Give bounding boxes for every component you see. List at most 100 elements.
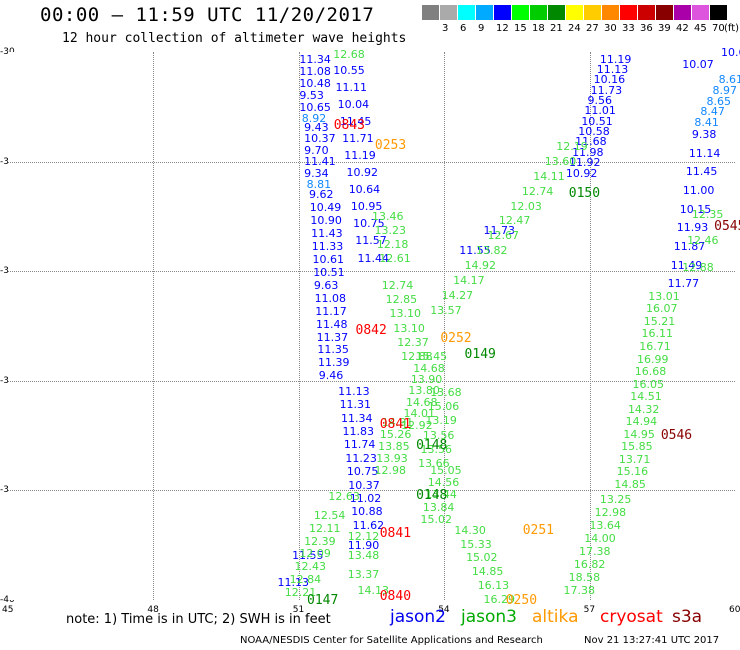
wave-height-value: 14.27 <box>441 288 474 302</box>
longitude-label: 48 <box>147 605 159 615</box>
wave-height-value: 11.48 <box>315 317 348 331</box>
wave-height-value: 12.54 <box>313 509 346 523</box>
wave-height-value: 12.11 <box>309 521 341 535</box>
pass-time-label: 0251 <box>522 522 555 538</box>
wave-height-value: 16.99 <box>636 352 669 366</box>
legend-label: 21 <box>550 23 563 34</box>
wave-height-value: 13.01 <box>648 289 680 303</box>
legend-label: 9 <box>478 23 485 34</box>
wave-height-value: 11.39 <box>318 356 350 370</box>
wave-height-value: 12.61 <box>379 251 411 265</box>
wave-height-value: 12.39 <box>304 534 336 548</box>
wave-height-value: 14.92 <box>464 259 497 273</box>
wave-height-value: 15.21 <box>643 314 676 328</box>
legend-unit: (ft) <box>724 23 740 34</box>
longitude-label: 54 <box>438 605 450 615</box>
page-title: 00:00 – 11:59 UTC 11/20/2017 <box>40 4 375 26</box>
wave-height-value: 13.90 <box>410 372 443 386</box>
wave-height-value: 11.77 <box>667 277 700 291</box>
wave-height-value: 14.01 <box>403 407 436 421</box>
wave-height-value: 11.17 <box>315 304 347 318</box>
wave-height-value: 11.34 <box>341 411 373 425</box>
wave-height-value: 11.71 <box>342 132 374 146</box>
wave-height-value: 12.68 <box>333 47 365 61</box>
pass-time-label: 0841 <box>379 526 412 542</box>
wave-height-value: 12.09 <box>299 547 331 561</box>
wave-height-value: 10.58 <box>578 125 610 139</box>
longitude-label: 60 <box>729 605 740 615</box>
wave-height-value: 11.34 <box>299 52 331 66</box>
wave-height-value: 11.01 <box>584 104 616 118</box>
wave-height-value: 14.13 <box>357 584 390 598</box>
wave-height-value: 14.91 <box>381 415 414 429</box>
wave-height-value: 10.37 <box>304 132 336 146</box>
wave-height-value: 13.82 <box>476 244 508 258</box>
wave-height-value: 9.43 <box>304 121 329 135</box>
wave-height-value: 12.67 <box>487 229 519 243</box>
wave-height-value: 11.19 <box>599 52 632 66</box>
grid-parallel <box>8 271 735 273</box>
wave-height-value: 13.48 <box>347 549 380 563</box>
wave-height-value: 14.51 <box>630 390 662 404</box>
pass-time-label: 0546 <box>660 427 693 443</box>
wave-height-value: 15.16 <box>616 465 649 479</box>
pass-time-label: 0150 <box>568 186 601 202</box>
wave-height-value: 12.35 <box>691 207 724 221</box>
latitude-label: -32 <box>0 157 15 167</box>
legend-label: 30 <box>604 23 617 34</box>
wave-height-value: 11.55 <box>292 549 324 563</box>
wave-height-value: 16.29 <box>483 592 516 606</box>
wave-height-value: 11.13 <box>338 384 370 398</box>
wave-height-value: 10.90 <box>310 214 342 228</box>
grid-parallel <box>8 380 735 382</box>
wave-height-value: 13.56 <box>420 442 453 456</box>
wave-height-value: 11.35 <box>317 343 349 357</box>
wave-height-value: 13.68 <box>430 385 462 399</box>
longitude-label: 45 <box>2 605 14 615</box>
wave-height-value: 11.00 <box>682 184 715 198</box>
legend-swatch <box>530 5 548 20</box>
wave-height-value: 8.81 <box>306 177 332 191</box>
wave-height-value: 10.51 <box>313 265 345 279</box>
wave-height-value: 12.88 <box>401 350 433 364</box>
wave-height-value: 10.55 <box>333 64 365 78</box>
wave-height-value: 15.85 <box>621 440 653 454</box>
wave-height-value: 11.41 <box>304 155 336 169</box>
legend-swatch <box>494 5 512 20</box>
wave-height-map: 11.34 11.08 10.48 9.53 10.65 8.92 9.43 10.37 9.7… <box>8 47 740 608</box>
wave-height-value: 14.94 <box>625 415 658 429</box>
legend-label: 27 <box>586 23 599 34</box>
wave-height-value: 12.18 <box>376 237 409 251</box>
wave-height-value: 16.82 <box>573 557 606 571</box>
wave-height-value: 13.93 <box>376 451 408 465</box>
wave-height-value: 15.02 <box>466 551 498 565</box>
latitude-label: -30 <box>0 47 15 57</box>
wave-height-value: 10.88 <box>351 505 383 519</box>
color-legend: 3 6 9 12 15 18 21 24 27 30 33 36 39 42 45 70 (ft) <box>422 5 739 39</box>
grid-meridian <box>444 52 446 600</box>
wave-height-value: 10.04 <box>337 98 370 112</box>
legend-swatch <box>710 5 728 20</box>
legend-swatch <box>512 5 530 20</box>
wave-height-value: 13.25 <box>599 492 632 506</box>
wave-height-value: 11.13 <box>596 62 629 76</box>
wave-height-value: 10.92 <box>346 166 378 180</box>
wave-height-value: 11.73 <box>483 224 516 238</box>
wave-height-value: 14.32 <box>627 402 660 416</box>
latitude-label: -34 <box>0 266 15 276</box>
legend-swatch <box>602 5 620 20</box>
wave-height-value: 10.51 <box>581 114 613 128</box>
wave-height-value: 8.92 <box>301 111 327 125</box>
wave-height-value: 13.10 <box>393 321 425 335</box>
wave-height-value: 13.60 <box>544 155 577 169</box>
wave-height-value: 16.71 <box>639 339 671 353</box>
satellite-name: jason2 <box>390 607 446 627</box>
grid-meridian <box>589 52 591 600</box>
wave-height-value: 13.19 <box>425 414 457 428</box>
wave-height-value: 12.84 <box>289 572 322 586</box>
wave-height-value: 11.92 <box>568 156 601 170</box>
wave-height-value: 9.46 <box>318 369 344 383</box>
legend-label: 3 <box>442 23 449 34</box>
legend-swatch <box>548 5 566 20</box>
credit-text: NOAA/NESDIS Center for Satellite Applica… <box>240 635 543 646</box>
